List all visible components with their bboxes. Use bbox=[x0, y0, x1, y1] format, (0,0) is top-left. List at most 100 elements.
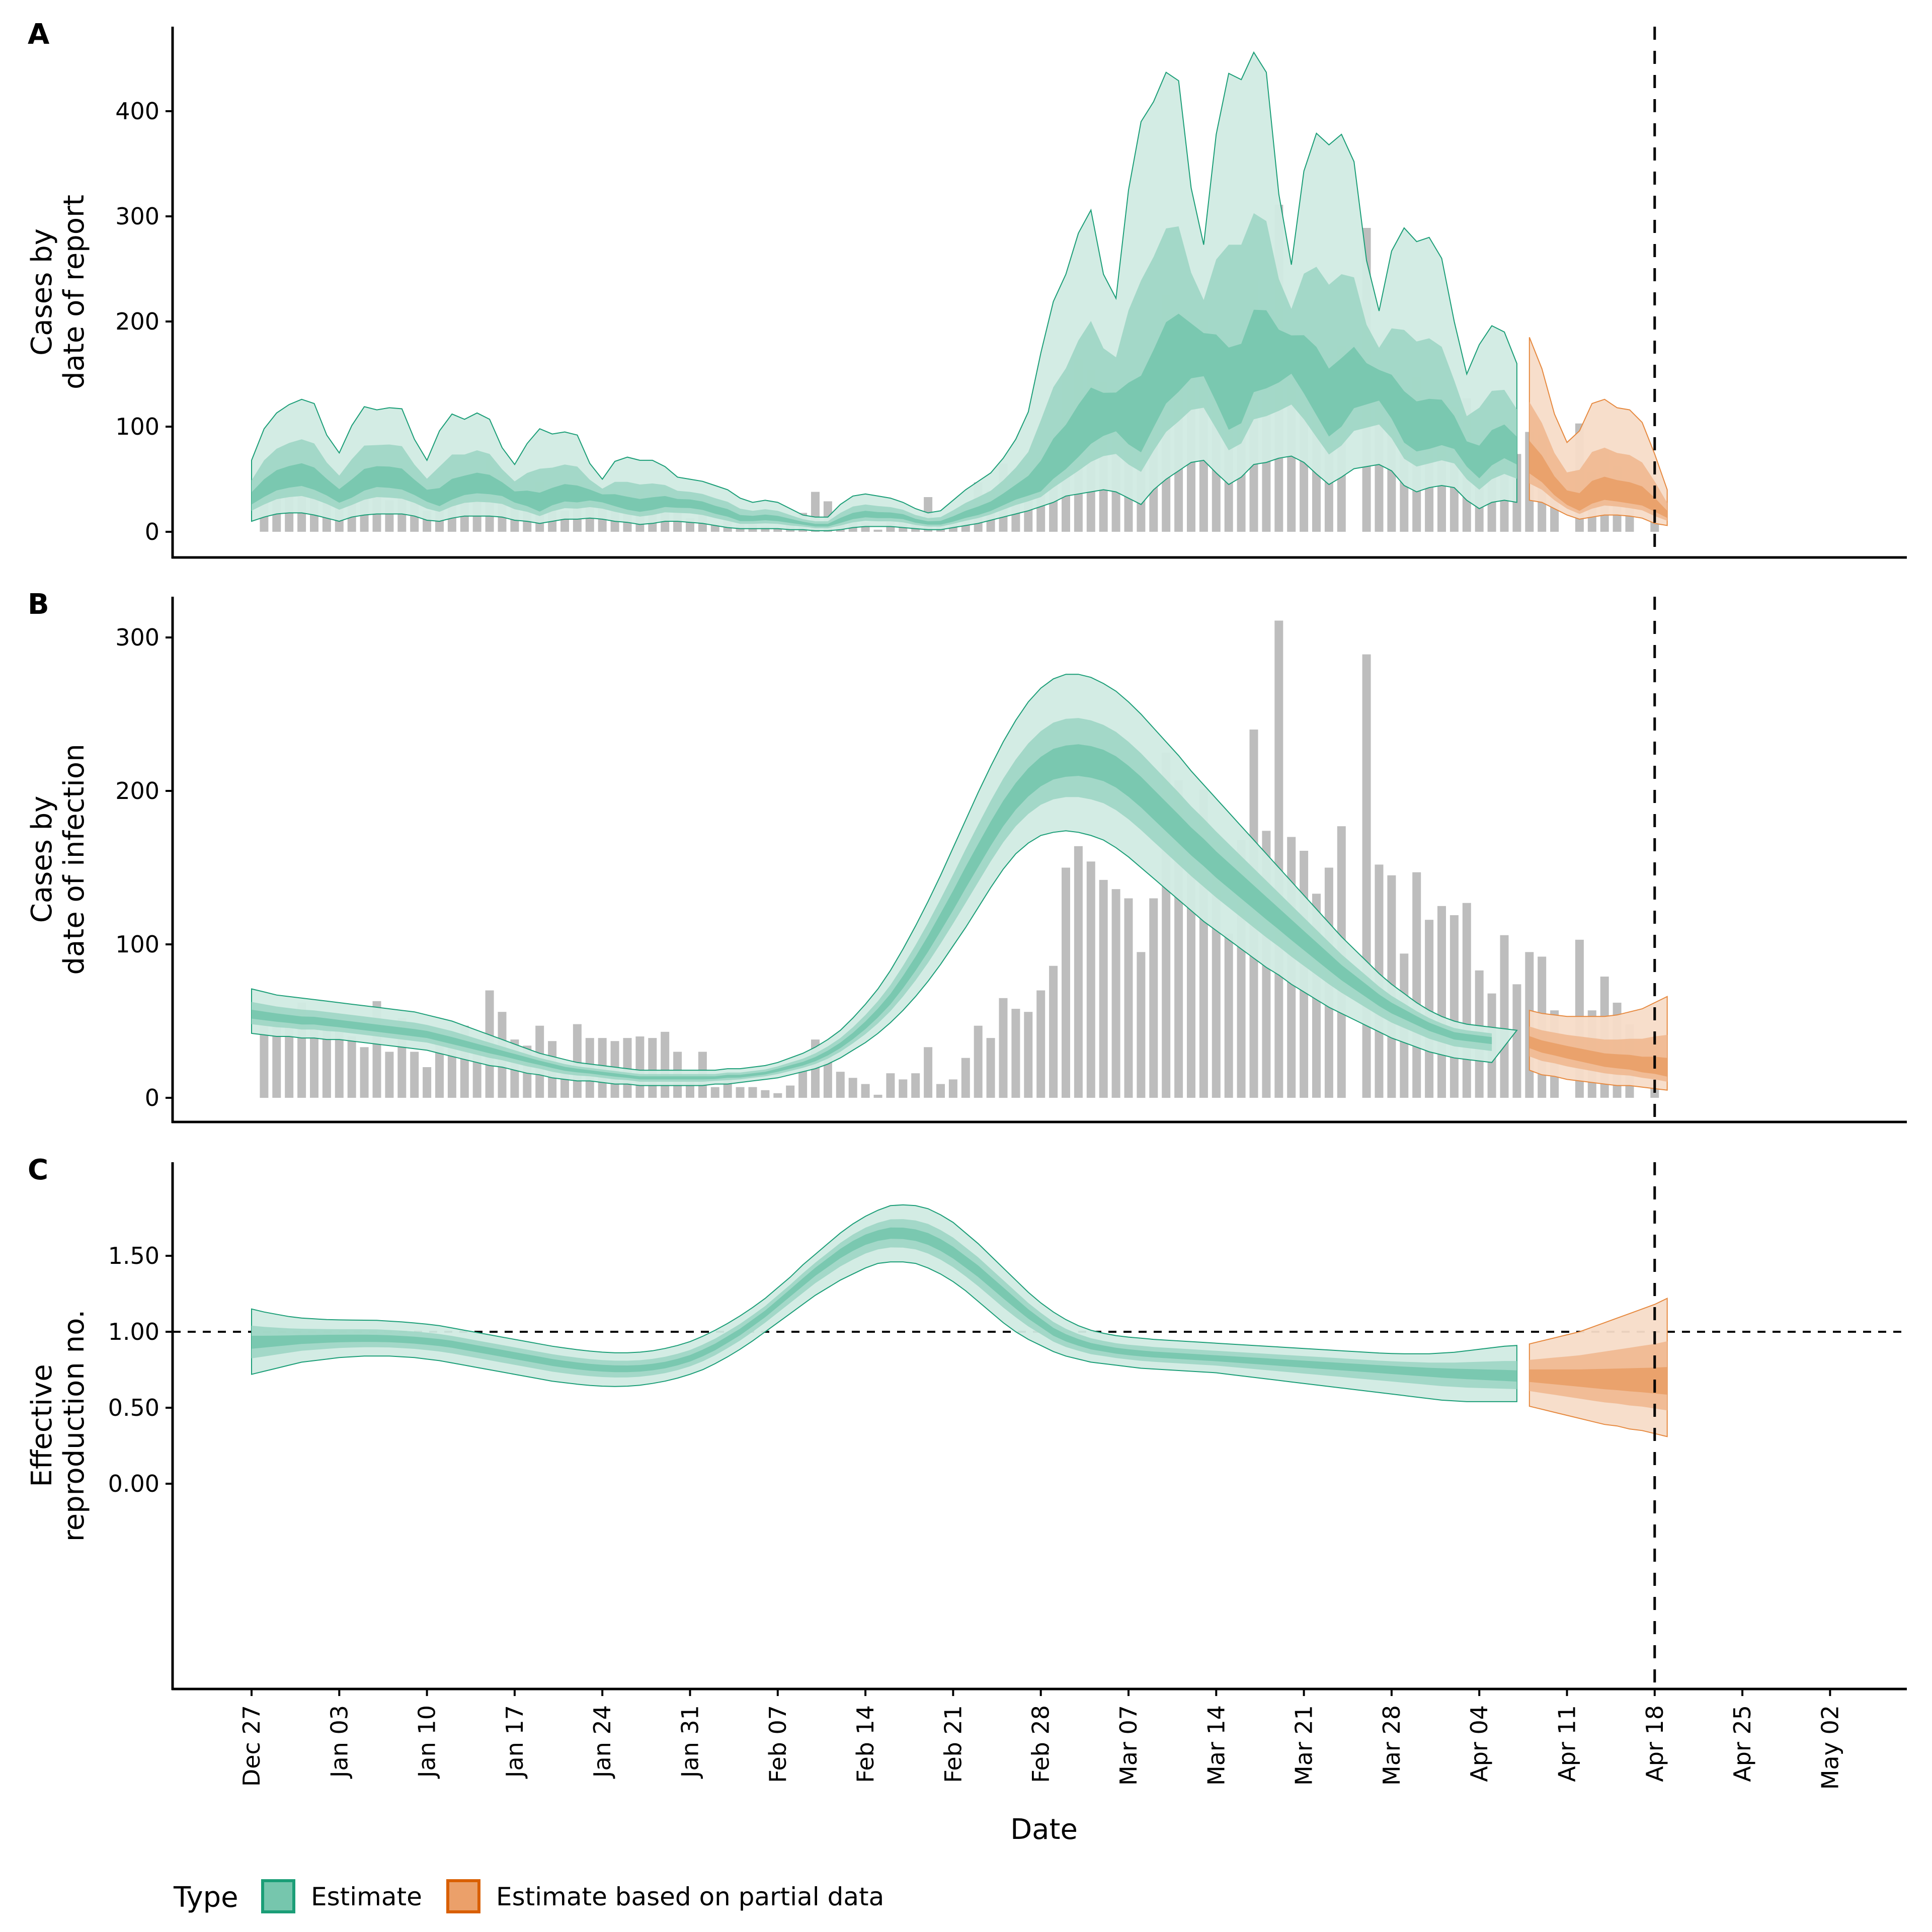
y-axis-title-line: date of infection bbox=[58, 744, 91, 975]
bar bbox=[1086, 861, 1095, 1098]
bar bbox=[736, 1087, 745, 1098]
bar bbox=[635, 1036, 645, 1098]
y-tick-label: 300 bbox=[115, 203, 159, 230]
y-tick-label: 0 bbox=[145, 518, 159, 545]
bar bbox=[1274, 620, 1283, 1098]
bar bbox=[748, 1087, 757, 1098]
legend-title: Type bbox=[173, 1881, 238, 1914]
bar bbox=[773, 528, 782, 532]
bar bbox=[836, 1072, 845, 1098]
x-tick-label: Jan 31 bbox=[677, 1705, 704, 1779]
y-axis-title: Cases bydate of report bbox=[26, 195, 91, 389]
bar bbox=[936, 1084, 945, 1098]
y-tick-label: 1.50 bbox=[108, 1242, 159, 1269]
bar bbox=[1462, 903, 1471, 1098]
x-tick-label: Apr 04 bbox=[1466, 1705, 1493, 1782]
x-tick-label: May 02 bbox=[1816, 1705, 1843, 1790]
bar bbox=[924, 1047, 933, 1098]
estimate-band-20 bbox=[252, 744, 1492, 1080]
bar bbox=[1512, 984, 1521, 1098]
partial-band-20 bbox=[1529, 1036, 1667, 1077]
bar bbox=[360, 1047, 369, 1098]
x-tick-label: Apr 25 bbox=[1729, 1705, 1756, 1782]
bar bbox=[1149, 898, 1158, 1098]
bar bbox=[573, 1024, 582, 1098]
y-axis-title: Effectivereproduction no. bbox=[26, 1310, 91, 1542]
x-tick-label: Dec 27 bbox=[238, 1705, 265, 1787]
bar bbox=[1362, 654, 1371, 1098]
bar bbox=[773, 1093, 782, 1098]
panel-tag: A bbox=[28, 18, 50, 51]
panel-a: A Cases bydate of report 0 100 200 300 400 bbox=[26, 18, 1907, 559]
y-axis-title-line: Cases by bbox=[26, 228, 58, 356]
y-tick-label: 200 bbox=[115, 777, 159, 804]
estimate-band-50 bbox=[252, 718, 1492, 1082]
partial-band-20 bbox=[1529, 1367, 1667, 1395]
legend-label-partial: Estimate based on partial data bbox=[496, 1882, 884, 1911]
bar bbox=[1437, 906, 1446, 1098]
x-tick-label: Feb 21 bbox=[939, 1705, 967, 1783]
bar bbox=[1224, 933, 1233, 1098]
y-tick-label: 0 bbox=[145, 1084, 159, 1111]
x-tick-label: Jan 17 bbox=[501, 1705, 528, 1779]
bar bbox=[1124, 898, 1133, 1098]
y-axis-title-line: Cases by bbox=[26, 796, 58, 923]
legend-swatch-partial bbox=[446, 1879, 480, 1913]
x-axis: Dec 27 Jan 03 Jan 10 Jan 17 Jan 24 Jan 31 Feb … bbox=[238, 1689, 1843, 1790]
bar bbox=[385, 1052, 394, 1098]
bar bbox=[1062, 867, 1070, 1098]
x-tick-label: Jan 24 bbox=[589, 1705, 616, 1779]
legend-label-estimate: Estimate bbox=[311, 1882, 422, 1911]
estimate-band-90 bbox=[251, 51, 1517, 531]
estimate-band-20 bbox=[252, 1227, 1517, 1382]
x-tick-label: Mar 14 bbox=[1202, 1705, 1230, 1786]
y-axis-title: Cases bydate of infection bbox=[26, 744, 91, 975]
x-tick-label: Mar 21 bbox=[1291, 1705, 1318, 1786]
bar bbox=[974, 1025, 983, 1098]
bar bbox=[899, 1079, 908, 1098]
x-tick-label: Mar 07 bbox=[1115, 1705, 1142, 1786]
bar bbox=[999, 998, 1008, 1098]
y-tick-label: 400 bbox=[115, 98, 159, 125]
x-tick-label: Apr 11 bbox=[1554, 1705, 1581, 1782]
y-tick-label: 100 bbox=[115, 413, 159, 440]
bar bbox=[710, 1087, 719, 1098]
bar bbox=[661, 1031, 670, 1098]
y-axis-title-line: date of report bbox=[58, 195, 91, 389]
bar bbox=[911, 1073, 920, 1098]
bar bbox=[1412, 872, 1421, 1098]
legend-swatch-estimate bbox=[261, 1879, 295, 1913]
partial-band-20 bbox=[1529, 441, 1667, 518]
bar bbox=[322, 1021, 331, 1098]
bar bbox=[310, 1022, 318, 1098]
bar bbox=[873, 529, 882, 532]
x-tick-label: Jan 03 bbox=[326, 1705, 353, 1779]
bar bbox=[285, 1019, 294, 1098]
y-tick-label: 1.00 bbox=[108, 1318, 159, 1345]
panel-c: C Effectivereproduction no. 0.00 0.50 1.00 1.… bbox=[26, 1154, 1907, 1691]
bar bbox=[1137, 952, 1146, 1098]
bar bbox=[1111, 889, 1120, 1098]
bar bbox=[798, 1070, 808, 1098]
bar bbox=[986, 1038, 995, 1098]
bar bbox=[335, 1024, 344, 1098]
bar bbox=[1099, 879, 1108, 1098]
bar bbox=[1425, 920, 1434, 1098]
bar bbox=[786, 1085, 795, 1098]
bar bbox=[1450, 915, 1459, 1098]
bar bbox=[861, 1084, 870, 1098]
x-tick-label: Feb 28 bbox=[1027, 1705, 1055, 1783]
bar bbox=[1024, 1012, 1033, 1098]
x-tick-label: Feb 07 bbox=[764, 1705, 791, 1783]
x-tick-label: Jan 10 bbox=[414, 1705, 441, 1779]
bar bbox=[1074, 846, 1083, 1098]
bar bbox=[347, 1036, 356, 1098]
panel-tag: C bbox=[28, 1154, 48, 1186]
bar bbox=[648, 1038, 657, 1098]
x-tick-label: Apr 18 bbox=[1641, 1705, 1668, 1782]
panel-b: B Cases bydate of infection 0 100 200 300 bbox=[26, 588, 1907, 1123]
legend: Type Estimate Estimate based on partial … bbox=[173, 1879, 884, 1914]
x-axis-title: Date bbox=[1010, 1813, 1078, 1846]
